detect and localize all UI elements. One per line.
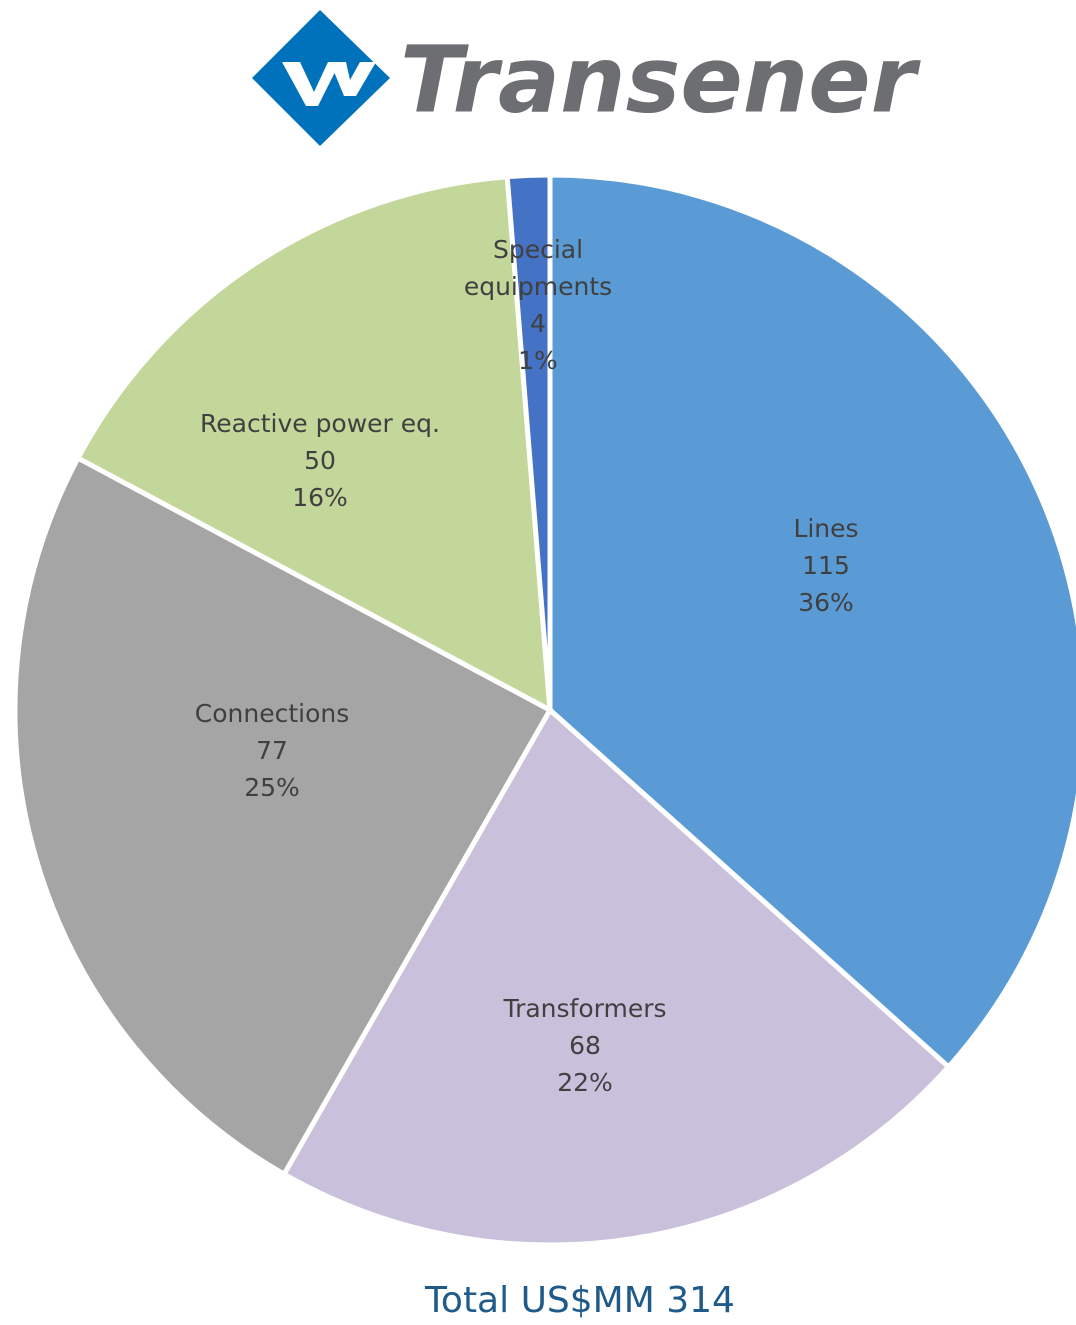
value-label: 4 xyxy=(530,309,546,338)
percent-label: 25% xyxy=(244,773,300,802)
logo: Transener xyxy=(252,10,922,146)
slice-label: Lines xyxy=(793,514,858,543)
total-annotation: Total US$MM 314 xyxy=(424,1280,735,1321)
slice-label: Special equipments xyxy=(464,235,612,301)
percent-label: 36% xyxy=(798,588,854,617)
percent-label: 16% xyxy=(292,483,348,512)
slice-label: Reactive power eq. xyxy=(200,409,440,438)
value-label: 77 xyxy=(256,736,288,765)
value-label: 115 xyxy=(802,551,850,580)
pie xyxy=(12,172,1076,1248)
pie-slice xyxy=(74,174,553,715)
percent-label: 22% xyxy=(557,1068,613,1097)
pie-slice xyxy=(280,706,953,1248)
labels: Lines 115 36% Transformers 68 22% Connections 7… xyxy=(195,235,859,1097)
percent-label: 1% xyxy=(518,346,558,375)
slice-label: Transformers xyxy=(502,994,666,1023)
pie-slice xyxy=(12,454,554,1178)
value-label: 68 xyxy=(569,1031,601,1060)
value-label: 50 xyxy=(304,446,336,475)
slice-label-line: Special xyxy=(493,235,583,264)
logo-text: Transener xyxy=(400,26,922,133)
logo-mark xyxy=(282,62,340,106)
logo-mark xyxy=(330,62,376,96)
pie-slice xyxy=(504,172,553,711)
pie-slice xyxy=(547,172,1076,1071)
slice-label-line: equipments xyxy=(464,272,612,301)
slice-label: Connections xyxy=(195,699,349,728)
